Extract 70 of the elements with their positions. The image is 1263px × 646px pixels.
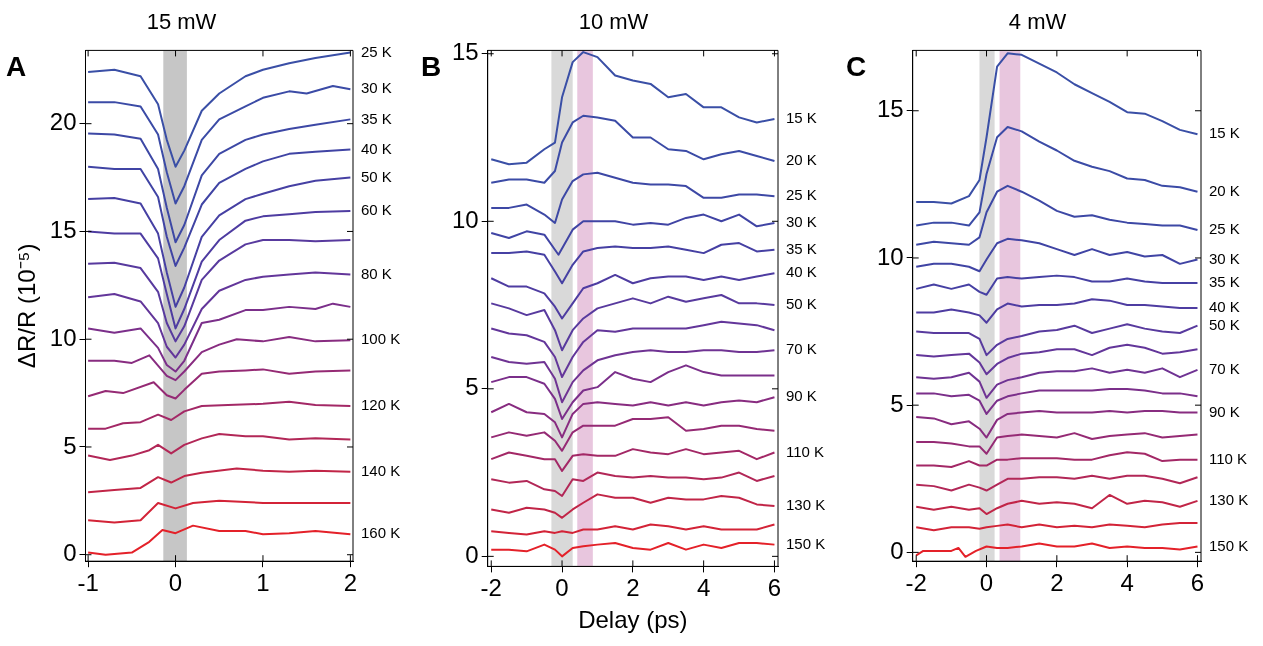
y-tick-label: 15 [876,95,904,123]
x-tick-label: -2 [905,569,927,597]
y-axis-title: ΔR/R (10⁻⁵) [13,243,41,369]
series-label: 30 K [361,79,392,97]
series-label: 110 K [786,442,825,460]
y-tick-label: 10 [49,323,77,351]
y-tick-label: 5 [63,431,77,459]
y-tick-label: 15 [49,216,77,244]
y-tick-label: 20 [49,108,77,136]
series-label: 30 K [1209,249,1240,267]
series-label: 25 K [786,186,817,204]
series-label: 35 K [1209,273,1240,291]
series-label: 50 K [1209,315,1240,333]
series-label: 35 K [361,109,392,127]
text: C [846,51,867,83]
series-label: 15 K [786,109,817,127]
x-tick-label: 4 [696,574,711,602]
x-tick-label: -2 [480,574,502,602]
series-label: 130 K [1209,490,1249,508]
series-label: 110 K [1209,449,1248,467]
series-label: 35 K [786,239,817,257]
series-label: 20 K [786,151,817,169]
y-tick-label: 15 [451,38,479,66]
y-tick-label: 5 [890,389,904,417]
x-axis-title: Delay (ps) [578,606,688,634]
y-tick-label: 0 [465,540,479,568]
series-label: 150 K [1209,536,1249,554]
series-label: 50 K [361,167,392,185]
y-tick-label: 10 [876,242,904,270]
series-label: 100 K [361,330,401,348]
series-label: 25 K [361,42,392,60]
series-label: 130 K [786,496,826,514]
x-tick-label: 0 [168,569,183,597]
series-label: 60 K [361,201,392,219]
y-tick-label: 0 [890,536,904,564]
series-label: 50 K [786,295,817,313]
text: A [6,51,27,83]
y-tick-label: 0 [63,539,77,567]
series-label: 120 K [361,396,401,414]
series-label: 40 K [786,263,817,281]
series-label: 80 K [361,264,392,282]
y-tick-label: 10 [451,205,479,233]
series-label: 40 K [361,139,392,157]
x-tick-label: 2 [626,574,640,602]
series-label: 20 K [1209,181,1240,199]
chart-title: 15 mW [146,9,217,35]
x-tick-label: 1 [256,569,270,597]
chart-title: 4 mW [1008,9,1067,35]
x-tick-label: 2 [343,569,358,597]
x-tick-label: 4 [1120,569,1134,597]
y-tick-label: 5 [465,373,479,401]
series-label: 90 K [1209,402,1240,420]
series-label: 90 K [786,387,817,405]
x-tick-label: 6 [1190,569,1205,597]
series-label: 140 K [361,461,401,479]
chart-title: 10 mW [578,9,649,35]
series-label: 150 K [786,534,826,552]
x-tick-label: 0 [555,574,569,602]
x-tick-label: -1 [77,569,99,597]
x-tick-label: 2 [1050,569,1064,597]
x-tick-label: 0 [979,569,994,597]
series-label: 70 K [786,340,817,358]
text: B [421,51,442,83]
series-label: 160 K [361,524,401,542]
series-label: 25 K [1209,220,1240,238]
series-label: 30 K [786,213,817,231]
series-label: 70 K [1209,359,1240,377]
series-label: 15 K [1209,124,1240,142]
x-tick-label: 6 [767,574,782,602]
series-label: 40 K [1209,298,1240,316]
